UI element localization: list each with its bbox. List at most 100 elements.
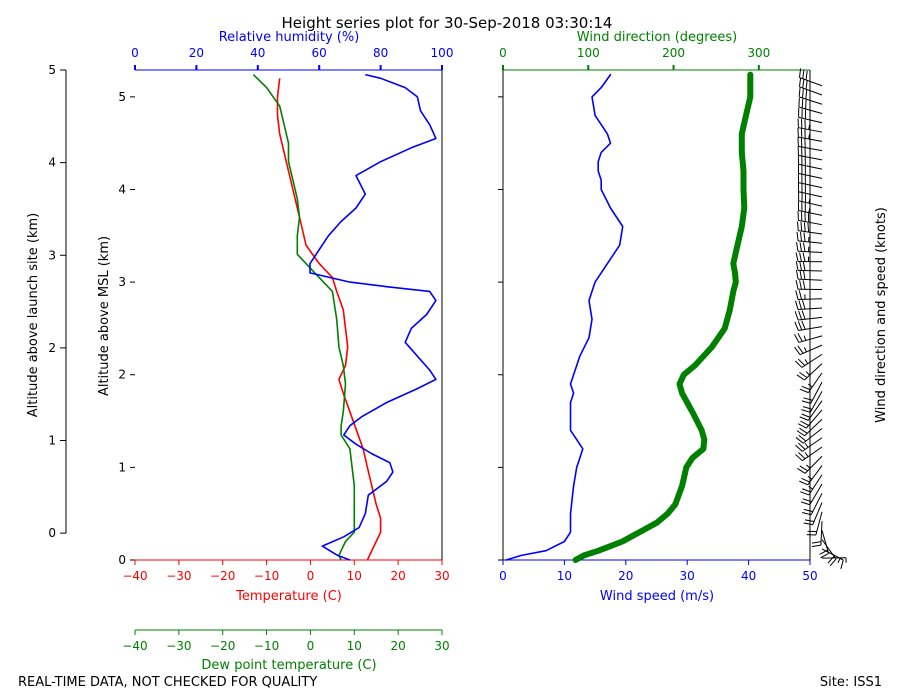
wind-direction-line bbox=[572, 71, 754, 563]
left-altitude-tick-label: 5 bbox=[48, 63, 56, 77]
wind-barb-flag bbox=[796, 374, 805, 381]
wind-barb-half-flag bbox=[804, 359, 809, 364]
wind-barb-flag bbox=[794, 346, 801, 355]
wind-barb-flag bbox=[798, 300, 803, 310]
wind-barb-flag bbox=[800, 221, 803, 232]
wind-speed-tick-label: 30 bbox=[680, 569, 695, 583]
wind-barb-flag bbox=[797, 345, 804, 354]
wind-barb-flag bbox=[800, 420, 809, 426]
wind-barb-staff bbox=[798, 250, 823, 253]
wind-barb-flag bbox=[803, 242, 806, 252]
wind-barb-flag bbox=[796, 430, 805, 437]
wind-barb-flag bbox=[803, 522, 813, 526]
wind-speed-tick-label: 0 bbox=[499, 569, 507, 583]
msl-altitude-tick-label: 5 bbox=[118, 90, 126, 104]
wind-barb-staff bbox=[810, 381, 823, 404]
temperature-axis-label: Temperature (C) bbox=[235, 589, 342, 604]
wind-barb-flag bbox=[798, 290, 802, 300]
wind-barb-flag bbox=[802, 252, 806, 262]
wind-barb-staff bbox=[798, 335, 823, 343]
wind-barb-half-flag bbox=[808, 124, 811, 130]
wind-barb-staff bbox=[820, 521, 823, 546]
rh-tick-label: 0 bbox=[131, 46, 139, 60]
rh-tick-label: 100 bbox=[431, 46, 454, 60]
wind-barb-flag bbox=[795, 261, 799, 271]
wind-barb-flag bbox=[803, 508, 813, 513]
temperature-tick-label: 20 bbox=[391, 569, 406, 583]
wind-barb-staff bbox=[798, 230, 823, 235]
wind-barb-flag bbox=[803, 232, 806, 242]
temperature-tick-label: 0 bbox=[307, 569, 315, 583]
wind-panel: Wind direction (degrees) Wind speed (m/s… bbox=[498, 30, 889, 604]
rh-tick-label: 20 bbox=[189, 46, 204, 60]
dewpoint-tick-label: −10 bbox=[254, 639, 279, 653]
wind-barb-staff bbox=[797, 298, 823, 300]
wind-barb-flag bbox=[797, 321, 803, 331]
wind-barb-flag bbox=[798, 442, 806, 450]
msl-altitude-tick-label: 1 bbox=[118, 460, 126, 474]
wind-barb-staff bbox=[798, 145, 823, 152]
wind-barb-flag bbox=[802, 69, 805, 79]
wind-barb-flag bbox=[807, 222, 810, 233]
left-altitude-tick-label: 4 bbox=[48, 156, 56, 170]
wind-barb-half-flag bbox=[804, 442, 809, 448]
wind-barb-flag bbox=[799, 388, 809, 394]
wind-barb-staff bbox=[799, 86, 823, 96]
wind-barb-half-flag bbox=[808, 485, 814, 490]
wind-barb-flag bbox=[799, 427, 808, 434]
temperature-tick-label: 30 bbox=[434, 569, 449, 583]
wind-barb-staff bbox=[807, 372, 823, 393]
wind-barb-staff bbox=[798, 163, 823, 170]
wind-barb-flag bbox=[794, 321, 799, 331]
wind-barb-flag bbox=[799, 261, 802, 271]
dewpoint-tick-label: −20 bbox=[210, 639, 235, 653]
wind-direction-tick-label: 0 bbox=[499, 46, 507, 60]
wind-barb-flag bbox=[796, 242, 799, 252]
wind-barb-half-flag bbox=[808, 198, 811, 204]
left-altitude-tick-label: 3 bbox=[48, 248, 56, 262]
wind-barb-half-flag bbox=[807, 475, 813, 480]
wind-barb-flag bbox=[827, 555, 835, 564]
wind-speed-line bbox=[505, 73, 624, 561]
wind-barb-staff bbox=[798, 106, 823, 115]
wind-barbs-label: Wind direction and speed (knots) bbox=[874, 207, 889, 423]
wind-barb-flag bbox=[795, 444, 803, 452]
wind-barb-flag bbox=[829, 558, 837, 567]
wind-barb-flag bbox=[799, 416, 809, 421]
wind-barb-flag bbox=[801, 310, 806, 320]
wind-barb-flag bbox=[801, 385, 811, 391]
wind-barb-flag bbox=[795, 437, 804, 444]
wind-barb-flag bbox=[803, 222, 806, 232]
msl-altitude-tick-label: 3 bbox=[118, 275, 126, 289]
wind-barb-flag bbox=[802, 270, 806, 280]
wind-barb-flag bbox=[805, 89, 808, 100]
temperature-tick-label: −40 bbox=[122, 569, 147, 583]
wind-barb-staff bbox=[810, 493, 823, 515]
dewpoint-tick-label: −30 bbox=[166, 639, 191, 653]
temperature-tick-label: −10 bbox=[254, 569, 279, 583]
wind-barb-flag bbox=[798, 434, 807, 442]
wind-barb-half-flag bbox=[808, 207, 811, 213]
site-label: Site: ISS1 bbox=[820, 675, 882, 690]
wind-barb-staff bbox=[815, 511, 823, 536]
wind-barb-flag bbox=[802, 78, 805, 89]
wind-barb-flag bbox=[801, 300, 806, 310]
wind-barb-staff bbox=[808, 474, 823, 496]
wind-barb-flag bbox=[805, 70, 808, 80]
wind-barb-flag bbox=[811, 541, 822, 544]
wind-barb-staff bbox=[799, 96, 823, 105]
wind-barb-staff bbox=[809, 483, 823, 505]
wind-barb-flag bbox=[799, 232, 803, 242]
wind-barb-flag bbox=[800, 491, 810, 496]
wind-speed-axis-label: Wind speed (m/s) bbox=[600, 589, 714, 604]
dewpoint-tick-label: 20 bbox=[391, 639, 406, 653]
wind-barb-staff bbox=[801, 353, 823, 368]
rh-tick-label: 60 bbox=[312, 46, 327, 60]
wind-barb-staff bbox=[798, 172, 823, 179]
wind-barb-flag bbox=[797, 468, 806, 474]
temperature-tick-label: −20 bbox=[210, 569, 235, 583]
wind-barb-staff bbox=[821, 530, 830, 554]
wind-barb-flag bbox=[802, 488, 812, 493]
msl-altitude-tick-label: 0 bbox=[118, 553, 126, 567]
